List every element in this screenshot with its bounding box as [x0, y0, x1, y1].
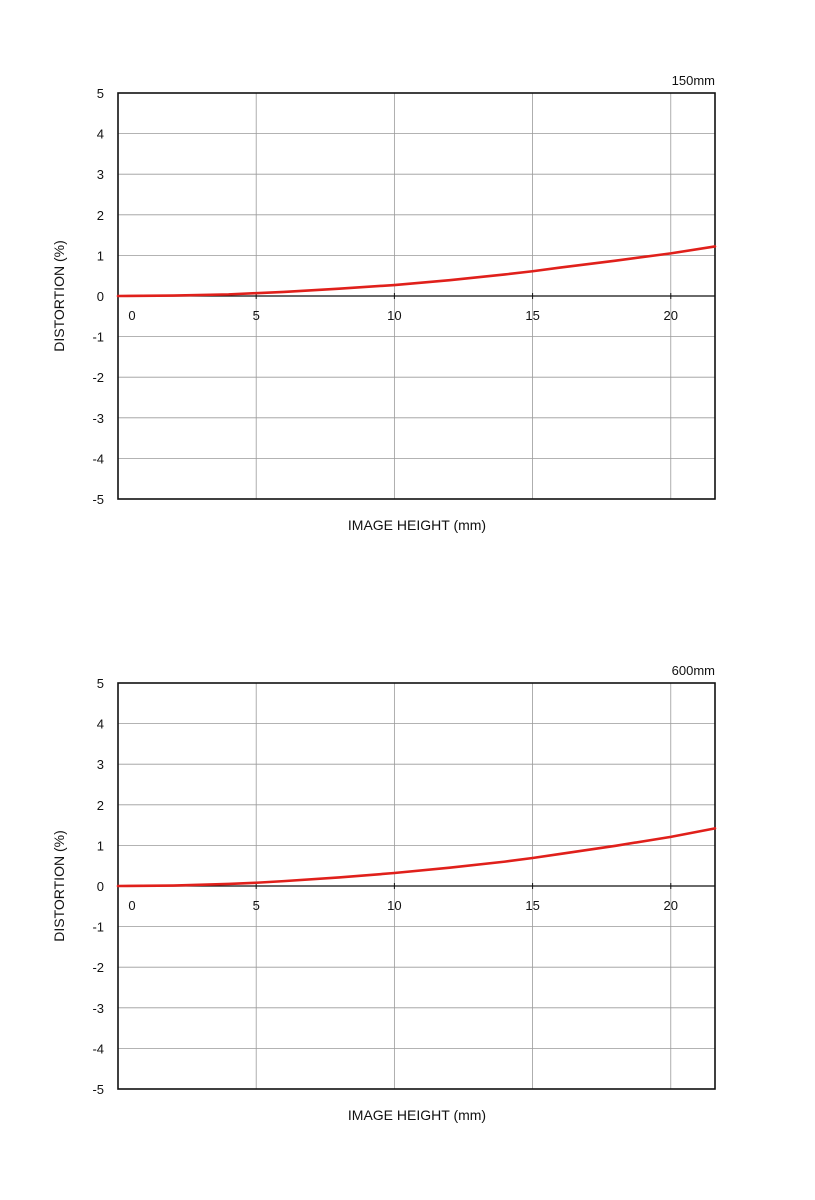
y-tick-label: -3 — [92, 1001, 104, 1016]
y-tick-label: 3 — [97, 167, 104, 182]
chart-svg: 150mm DISTORTION (%) IMAGE HEIGHT (mm) 5… — [51, 73, 717, 533]
y-tick-label: 5 — [97, 86, 104, 101]
y-tick-label: 2 — [97, 798, 104, 813]
y-tick-label: -2 — [92, 960, 104, 975]
x-tick-label: 5 — [253, 898, 260, 913]
y-tick-label: 1 — [97, 838, 104, 853]
y-tick-label: -5 — [92, 1082, 104, 1097]
y-tick-label: 2 — [97, 208, 104, 223]
x-tick-label: 10 — [387, 308, 401, 323]
y-tick-label: -4 — [92, 451, 104, 466]
y-tick-label: 0 — [97, 879, 104, 894]
y-tick-label: -1 — [92, 920, 104, 935]
y-tick-label: 1 — [97, 248, 104, 263]
y-tick-label: 4 — [97, 717, 104, 732]
y-tick-label: 3 — [97, 757, 104, 772]
y-axis-label: DISTORTION (%) — [51, 240, 67, 352]
x-tick-label: 20 — [664, 308, 678, 323]
chart-title: 600mm — [672, 663, 715, 678]
y-tick-label: -5 — [92, 492, 104, 507]
distortion-chart-150mm: 150mm DISTORTION (%) IMAGE HEIGHT (mm) 5… — [0, 70, 815, 540]
chart-title: 150mm — [672, 73, 715, 88]
y-tick-label: -4 — [92, 1041, 104, 1056]
distortion-curve — [116, 245, 717, 298]
x-tick-label: 5 — [253, 308, 260, 323]
x-tick-label: 15 — [525, 308, 539, 323]
grid — [118, 93, 715, 499]
y-tick-label: 5 — [97, 676, 104, 691]
y-tick-label: -1 — [92, 330, 104, 345]
y-tick-label: 4 — [97, 127, 104, 142]
y-tick-label: -3 — [92, 411, 104, 426]
y-axis-label: DISTORTION (%) — [51, 830, 67, 942]
chart-svg: 600mm DISTORTION (%) IMAGE HEIGHT (mm) 5… — [51, 663, 717, 1123]
x-axis-label: IMAGE HEIGHT (mm) — [348, 517, 486, 533]
y-tick-label: 0 — [97, 289, 104, 304]
distortion-curve — [116, 827, 717, 888]
x-axis-label: IMAGE HEIGHT (mm) — [348, 1107, 486, 1123]
x-tick-label: 15 — [525, 898, 539, 913]
x-tick-label: 10 — [387, 898, 401, 913]
distortion-chart-600mm: 600mm DISTORTION (%) IMAGE HEIGHT (mm) 5… — [0, 660, 815, 1130]
x-tick-label: 0 — [128, 308, 135, 323]
x-tick-label: 20 — [664, 898, 678, 913]
x-tick-label: 0 — [128, 898, 135, 913]
y-tick-label: -2 — [92, 370, 104, 385]
